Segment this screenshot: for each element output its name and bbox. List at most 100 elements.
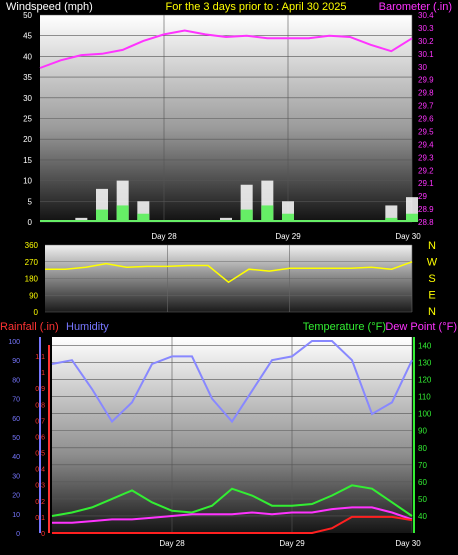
- barometer-line: [39, 29, 413, 69]
- humidity-tick-label: 30: [12, 473, 20, 480]
- wind-tick-label: 5: [28, 197, 33, 206]
- day-label: Day 29: [279, 539, 305, 548]
- day-label: Day 28: [159, 539, 185, 548]
- humidity-tick-label: 50: [12, 435, 20, 442]
- panel3-background: [52, 337, 412, 533]
- humidity-tick-label: 80: [12, 377, 20, 384]
- wind-max-bar: [75, 217, 88, 222]
- wind-avg-bar: [96, 209, 108, 222]
- barometer-tick-label: 29.6: [418, 115, 434, 124]
- barometer-tick-label: 29.1: [418, 179, 434, 188]
- day-label: Day 29: [275, 232, 301, 241]
- temperature-tick-label: 130: [418, 359, 432, 368]
- panel3-day-labels: Day 28 Day 29 Day 30: [159, 539, 421, 548]
- humidity-tick-label: 90: [12, 358, 20, 365]
- temperature-tick-label: 80: [418, 444, 427, 453]
- humidity-tick-label: 60: [12, 416, 20, 423]
- wind-tick-label: 30: [23, 94, 32, 103]
- humidity-line: [51, 340, 413, 424]
- wind-avg-bar: [137, 213, 150, 222]
- barometer-tick-label: 29: [418, 192, 427, 201]
- wind-series: [40, 180, 418, 222]
- temperature-tick-label: 90: [418, 427, 427, 436]
- rainfall-line: [52, 515, 413, 534]
- wind-tick-label: 0: [28, 218, 33, 227]
- wind-tick-label: 40: [23, 52, 32, 61]
- humidity-tick-label: 100: [8, 339, 20, 346]
- wind-avg-bar: [406, 213, 418, 222]
- wind-tick-label: 35: [23, 73, 32, 82]
- wind-tick-label: 25: [23, 115, 32, 124]
- wind-tick-label: 10: [23, 177, 32, 186]
- dewpoint-line: [52, 506, 413, 524]
- barometer-tick-label: 30: [418, 63, 427, 72]
- panel2-gridlines: [45, 244, 413, 313]
- direction-degree-tick: 0: [34, 308, 39, 317]
- temperature-tick-label: 110: [418, 393, 431, 402]
- wind-direction-line: [45, 261, 413, 284]
- rainfall-tick-label: 0: [41, 531, 45, 538]
- barometer-tick-label: 28.9: [418, 205, 434, 214]
- barometer-tick-label: 28.8: [418, 218, 434, 227]
- panel1-day-labels: Day 28 Day 29 Day 30: [151, 232, 421, 241]
- barometer-tick-label: 30.4: [418, 11, 434, 20]
- wind-tick-label: 15: [23, 156, 32, 165]
- wind-avg-bar: [116, 205, 129, 222]
- direction-compass-tick: N: [428, 306, 436, 318]
- direction-compass-tick: W: [427, 257, 438, 269]
- direction-degree-tick: 270: [25, 258, 39, 267]
- direction-compass-tick: E: [428, 290, 435, 302]
- wind-max-bar: [220, 217, 232, 222]
- barometer-tick-label: 30.1: [418, 50, 434, 59]
- barometer-tick-label: 29.9: [418, 76, 434, 85]
- dewpoint-axis-title: Dew Point (°F): [385, 321, 457, 333]
- direction-degree-tick: 90: [29, 291, 38, 300]
- temperature-tick-label: 140: [418, 342, 432, 351]
- temperature-tick-label: 50: [418, 495, 427, 504]
- temperature-axis-title: Temperature (°F): [303, 321, 386, 333]
- barometer-tick-label: 30.2: [418, 37, 434, 46]
- temperature-tick-label: 70: [418, 461, 427, 470]
- wind-avg-bar: [385, 217, 398, 222]
- humidity-tick-label: 10: [12, 512, 20, 519]
- temperature-tick-label: 60: [418, 478, 427, 487]
- temperature-tick-label: 120: [418, 376, 432, 385]
- barometer-tick-label: 29.8: [418, 89, 434, 98]
- humidity-tick-label: 20: [12, 493, 20, 500]
- humidity-axis-title: Humidity: [66, 321, 109, 333]
- barometer-tick-labels: 30.4 30.3 30.2 30.1 30 29.9 29.8 29.7 29.6 29.5 29…: [418, 11, 434, 227]
- humidity-tick-label: 70: [12, 397, 20, 404]
- wind-avg-bar: [240, 209, 253, 222]
- wind-axis-title: Windspeed (mph): [6, 1, 93, 13]
- barometer-tick-label: 29.3: [418, 153, 434, 162]
- barometer-tick-label: 29.7: [418, 102, 434, 111]
- direction-compass-tick: N: [428, 240, 436, 252]
- chart-period-title: For the 3 days prior to : April 30 2025: [166, 1, 347, 13]
- wind-max-bar: [116, 180, 129, 222]
- temperature-tick-label: 40: [418, 512, 427, 521]
- wind-tick-label: 50: [23, 11, 32, 20]
- temperature-tick-labels: 140 130 120 110 100 90 80 70 60 50 40: [418, 342, 432, 521]
- day-label: Day 28: [151, 232, 177, 241]
- direction-degree-tick: 180: [25, 275, 39, 284]
- wind-avg-bar: [282, 213, 294, 222]
- barometer-axis-title: Barometer (.in): [379, 1, 452, 13]
- barometer-tick-label: 29.4: [418, 140, 434, 149]
- day-label: Day 30: [395, 539, 421, 548]
- barometer-tick-label: 29.2: [418, 166, 434, 175]
- humidity-tick-label: 40: [12, 454, 20, 461]
- wind-tick-label: 45: [23, 32, 32, 41]
- direction-degree-tick: 360: [25, 241, 39, 250]
- temperature-line: [51, 484, 413, 517]
- wind-avg-bar: [261, 205, 274, 222]
- day-label: Day 30: [395, 232, 421, 241]
- rainfall-axis-title: Rainfall (.in): [0, 321, 59, 333]
- barometer-tick-label: 29.5: [418, 127, 434, 136]
